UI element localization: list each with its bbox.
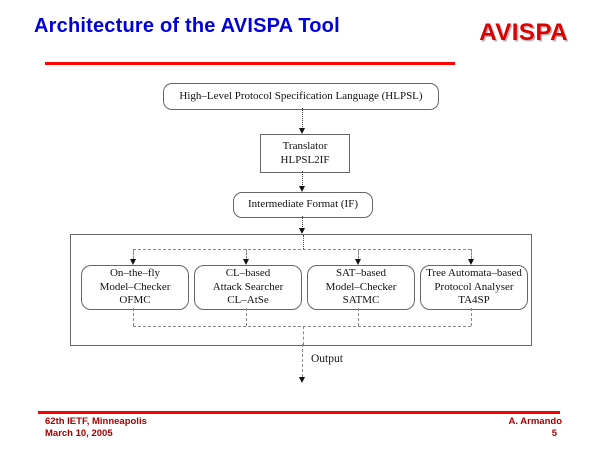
hlpsl-label: High–Level Protocol Specification Langua… bbox=[179, 89, 423, 102]
backend-box-ta4sp: Tree Automata–based Protocol Analyser TA… bbox=[420, 265, 528, 310]
translator-label-line2: HLPSL2IF bbox=[280, 153, 330, 166]
out-line-ofmc bbox=[133, 308, 134, 326]
intermediate-format-label: Intermediate Format (IF) bbox=[248, 198, 358, 211]
arrowhead-if bbox=[299, 186, 305, 192]
footer-event-date: 62th IETF, Minneapolis March 10, 2005 bbox=[45, 416, 147, 439]
ofmc-line3: OFMC bbox=[119, 294, 151, 307]
arrowhead-clatse bbox=[243, 259, 249, 265]
footer-event: 62th IETF, Minneapolis bbox=[45, 416, 147, 427]
ta4sp-line3: TA4SP bbox=[458, 294, 490, 307]
out-line-satmc bbox=[358, 308, 359, 326]
ta4sp-line2: Protocol Analyser bbox=[434, 280, 514, 293]
backend-box-satmc: SAT–based Model–Checker SATMC bbox=[307, 265, 415, 310]
bottom-dashed-bus bbox=[133, 326, 471, 327]
backend-box-clatse: CL–based Attack Searcher CL–AtSe bbox=[194, 265, 302, 310]
footer-date: March 10, 2005 bbox=[45, 427, 113, 439]
arrow-line-if-container bbox=[302, 216, 303, 229]
drop-line-ta4sp bbox=[471, 249, 472, 259]
avispa-logo: AVISPA bbox=[479, 19, 568, 46]
clatse-line2: Attack Searcher bbox=[212, 280, 284, 293]
ta4sp-line1: Tree Automata–based bbox=[426, 267, 522, 280]
hlpsl-box: High–Level Protocol Specification Langua… bbox=[163, 83, 439, 110]
arrowhead-ofmc bbox=[130, 259, 136, 265]
translator-box: Translator HLPSL2IF bbox=[260, 134, 350, 173]
arrow-line-translator-if bbox=[302, 171, 303, 187]
translator-label-line1: Translator bbox=[282, 140, 328, 152]
out-line-ta4sp bbox=[471, 308, 472, 326]
backend-box-ofmc: On–the–fly Model–Checker OFMC bbox=[81, 265, 189, 310]
footer-author-page: A. Armando 5 bbox=[509, 416, 562, 439]
arrowhead-satmc bbox=[355, 259, 361, 265]
backends-container: On–the–fly Model–Checker OFMC CL–based A… bbox=[70, 234, 532, 346]
arrowhead-ta4sp bbox=[468, 259, 474, 265]
footer-rule bbox=[38, 411, 560, 414]
satmc-line1: SAT–based bbox=[335, 267, 387, 280]
output-line bbox=[302, 344, 303, 377]
top-dashed-bus bbox=[133, 249, 471, 250]
arrowhead-translator bbox=[299, 128, 305, 134]
page-number: 5 bbox=[551, 427, 557, 439]
output-label: Output bbox=[311, 353, 343, 365]
drop-line-clatse bbox=[246, 249, 247, 259]
slide-title: Architecture of the AVISPA Tool bbox=[34, 15, 340, 37]
drop-line-ofmc bbox=[133, 249, 134, 259]
output-line-inner bbox=[303, 326, 304, 345]
intermediate-format-box: Intermediate Format (IF) bbox=[233, 192, 373, 218]
satmc-line3: SATMC bbox=[342, 294, 380, 307]
satmc-line2: Model–Checker bbox=[325, 280, 397, 293]
title-underline bbox=[45, 62, 455, 65]
clatse-line1: CL–based bbox=[225, 267, 271, 280]
ofmc-line2: Model–Checker bbox=[99, 280, 171, 293]
footer-author: A. Armando bbox=[508, 416, 562, 427]
arrow-line-hlpsl-translator bbox=[302, 108, 303, 129]
ofmc-line1: On–the–fly bbox=[109, 267, 161, 280]
out-line-clatse bbox=[246, 308, 247, 326]
arrowhead-container bbox=[299, 228, 305, 234]
bus-feed-line bbox=[303, 235, 304, 249]
clatse-line3: CL–AtSe bbox=[227, 294, 269, 307]
drop-line-satmc bbox=[358, 249, 359, 259]
arrowhead-output bbox=[299, 377, 305, 383]
